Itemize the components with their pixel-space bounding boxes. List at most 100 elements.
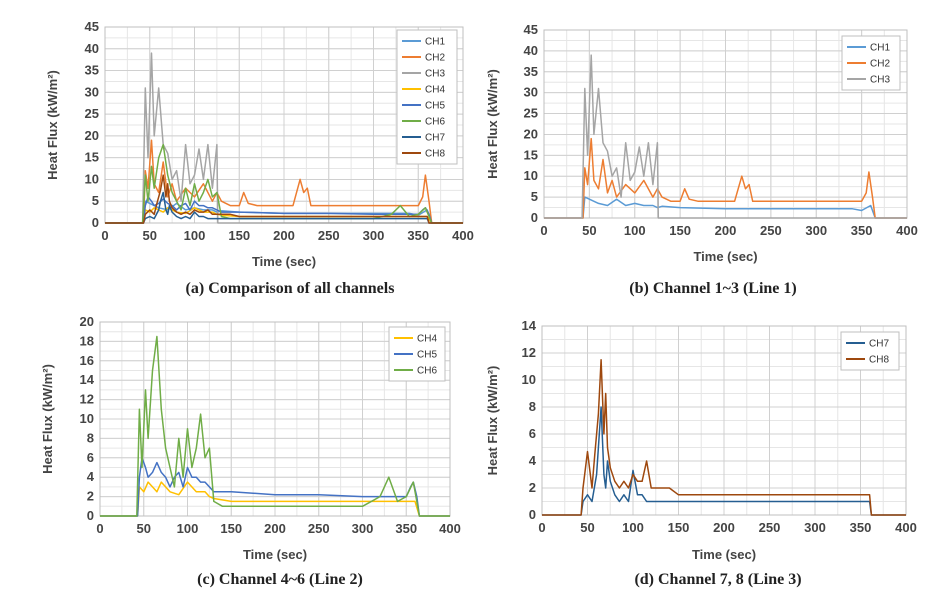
legend-label-ch7: CH7 (869, 339, 889, 350)
plot-area (99, 321, 451, 517)
legend-label-ch4: CH4 (417, 334, 437, 345)
series-line-ch6 (105, 143, 463, 224)
series-line-ch7 (105, 191, 463, 224)
x-tick-label: 300 (363, 228, 385, 243)
y-tick-label: 2 (87, 489, 94, 504)
y-tick-label: 30 (524, 85, 538, 100)
legend-label-ch2: CH2 (425, 53, 445, 64)
x-tick-label: 200 (715, 223, 737, 238)
x-tick-label: 100 (622, 520, 644, 535)
legend-label-ch6: CH6 (425, 117, 445, 128)
caption-d: (d) Channel 7, 8 (Line 3) (634, 571, 801, 588)
x-tick-label: 200 (264, 521, 286, 536)
series-line-ch2 (544, 137, 907, 219)
y-tick-label: 20 (80, 314, 94, 329)
y-tick-label: 12 (80, 392, 94, 407)
legend-label-ch8: CH8 (869, 355, 889, 366)
legend-box (840, 331, 900, 371)
x-tick-label: 350 (851, 223, 873, 238)
y-tick-label: 35 (85, 63, 99, 78)
legend-box (396, 29, 458, 165)
x-tick-label: 300 (804, 520, 826, 535)
x-tick-label: 100 (624, 223, 646, 238)
legend-label-ch6: CH6 (417, 366, 437, 377)
x-tick-label: 400 (895, 520, 917, 535)
y-tick-label: 5 (531, 189, 538, 204)
x-tick-label: 400 (896, 223, 918, 238)
y-tick-label: 6 (87, 450, 94, 465)
y-tick-label: 14 (80, 372, 95, 387)
series-line-ch7 (542, 406, 906, 516)
y-tick-label: 20 (524, 126, 538, 141)
y-tick-label: 15 (85, 150, 99, 165)
chart-panel-1: 0 50 100 150 200 250 300 350 400 0 5 10 15 20 25 30 35 40… (485, 22, 918, 264)
series-line-ch8 (105, 174, 463, 224)
legend-label-ch5: CH5 (417, 350, 437, 361)
y-tick-label: 45 (524, 22, 538, 37)
x-tick-label: 300 (352, 521, 374, 536)
y-axis-label: Heat Flux (kW/m²) (40, 364, 55, 474)
legend-label-ch5: CH5 (425, 101, 445, 112)
series-line-ch1 (544, 196, 907, 219)
x-tick-label: 50 (580, 520, 594, 535)
legend-label-ch7: CH7 (425, 133, 445, 144)
y-tick-label: 0 (529, 507, 536, 522)
y-axis-label: Heat Flux (kW/m²) (485, 69, 500, 179)
series-line-ch6 (100, 335, 450, 517)
x-tick-label: 150 (220, 521, 242, 536)
chart-panel-2: 0 50 100 150 200 250 300 350 400 0 2 4 6 8 10 12 14 16 18 2… (40, 314, 461, 562)
chart-panel-3: 0 50 100 150 200 250 300 350 400 0 2 4 6 8 10 12 14 Time … (485, 318, 917, 562)
x-tick-label: 400 (452, 228, 474, 243)
legend-label-ch4: CH4 (425, 85, 445, 96)
legend-label-ch3: CH3 (425, 69, 445, 80)
x-tick-label: 150 (669, 223, 691, 238)
x-axis-label: Time (sec) (692, 547, 756, 562)
x-tick-label: 400 (439, 521, 461, 536)
x-tick-label: 50 (143, 228, 157, 243)
legend-label-ch3: CH3 (870, 75, 890, 86)
y-tick-label: 10 (524, 168, 538, 183)
y-axis-label: Heat Flux (kW/m²) (45, 70, 60, 180)
x-tick-label: 350 (850, 520, 872, 535)
y-tick-label: 15 (524, 147, 538, 162)
y-tick-label: 18 (80, 333, 94, 348)
y-tick-label: 5 (92, 193, 99, 208)
x-axis-label: Time (sec) (693, 249, 757, 264)
x-tick-label: 0 (538, 520, 545, 535)
y-tick-label: 2 (529, 480, 536, 495)
y-tick-label: 4 (529, 453, 537, 468)
y-tick-label: 30 (85, 84, 99, 99)
y-tick-label: 10 (522, 372, 536, 387)
y-tick-label: 16 (80, 353, 94, 368)
y-tick-label: 8 (87, 430, 94, 445)
legend-label-ch8: CH8 (425, 149, 445, 160)
y-tick-label: 40 (85, 41, 99, 56)
caption-c: (c) Channel 4~6 (Line 2) (197, 571, 363, 588)
x-tick-label: 250 (318, 228, 340, 243)
caption-a: (a) Comparison of all channels (186, 280, 395, 297)
x-tick-label: 100 (177, 521, 199, 536)
y-tick-label: 14 (522, 318, 537, 333)
x-tick-label: 300 (805, 223, 827, 238)
x-tick-label: 250 (759, 520, 781, 535)
y-tick-label: 20 (85, 128, 99, 143)
series-line-ch3 (544, 54, 907, 219)
y-tick-label: 25 (85, 106, 99, 121)
plot-area (541, 325, 907, 516)
y-tick-label: 45 (85, 19, 99, 34)
legend-label-ch1: CH1 (425, 37, 445, 48)
x-tick-label: 50 (582, 223, 596, 238)
y-tick-label: 4 (87, 469, 95, 484)
y-tick-label: 0 (92, 215, 99, 230)
x-tick-label: 50 (137, 521, 151, 536)
x-tick-label: 200 (273, 228, 295, 243)
legend-label-ch2: CH2 (870, 59, 890, 70)
y-tick-label: 12 (522, 345, 536, 360)
x-tick-label: 350 (395, 521, 417, 536)
series-line-ch3 (105, 52, 463, 224)
y-tick-label: 0 (531, 210, 538, 225)
x-tick-label: 250 (308, 521, 330, 536)
series-line-ch8 (542, 359, 906, 516)
y-axis-label: Heat Flux (kW/m²) (485, 366, 500, 476)
